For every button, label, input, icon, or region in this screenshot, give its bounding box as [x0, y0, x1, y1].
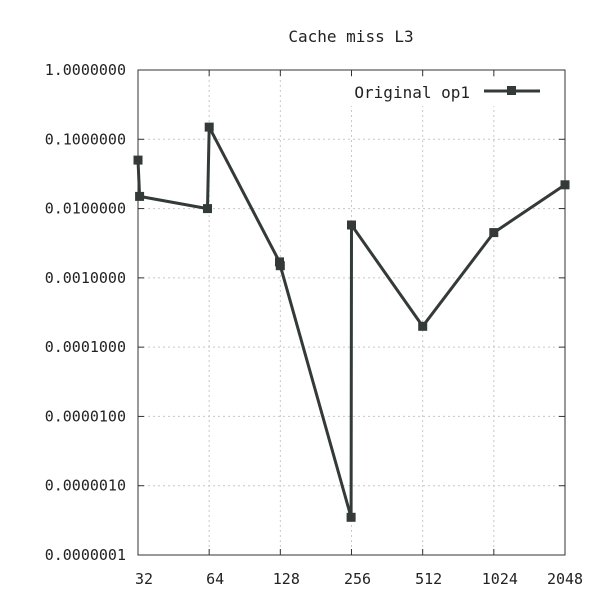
x-tick-label: 512 — [415, 570, 442, 588]
data-point — [133, 155, 143, 165]
x-tick-label: 32 — [135, 570, 153, 588]
legend-marker — [507, 86, 516, 95]
data-point — [489, 228, 499, 238]
x-tick-label: 256 — [344, 570, 371, 588]
legend-label: Original op1 — [354, 83, 470, 102]
axis-ticks: 1.0000000 0.1000000 0.0100000 0.0010000 0.00… — [45, 61, 583, 588]
y-tick-label: 0.0000100 — [45, 407, 126, 425]
x-tick-label: 128 — [273, 570, 300, 588]
data-point — [418, 321, 428, 331]
data-point — [204, 122, 214, 132]
legend: Original op1 — [315, 78, 555, 106]
y-tick-label: 1.0000000 — [45, 61, 126, 79]
y-tick-label: 0.0001000 — [45, 338, 126, 356]
y-tick-label: 0.0000001 — [45, 546, 126, 564]
series-layer — [133, 122, 570, 522]
x-tick-label: 1024 — [482, 570, 518, 588]
chart-title: Cache miss L3 — [288, 27, 413, 46]
data-point — [560, 180, 570, 190]
x-tick-label: 2048 — [547, 570, 583, 588]
data-point — [203, 204, 212, 214]
x-tick-label: 64 — [206, 570, 224, 588]
y-tick-label: 0.1000000 — [45, 130, 126, 148]
y-tick-label: 0.0100000 — [45, 200, 126, 218]
y-tick-label: 0.0010000 — [45, 269, 126, 287]
data-point — [347, 220, 356, 230]
data-point — [135, 191, 145, 201]
y-tick-label: 0.0000010 — [45, 477, 126, 495]
data-point — [275, 261, 285, 271]
data-point — [346, 512, 356, 522]
